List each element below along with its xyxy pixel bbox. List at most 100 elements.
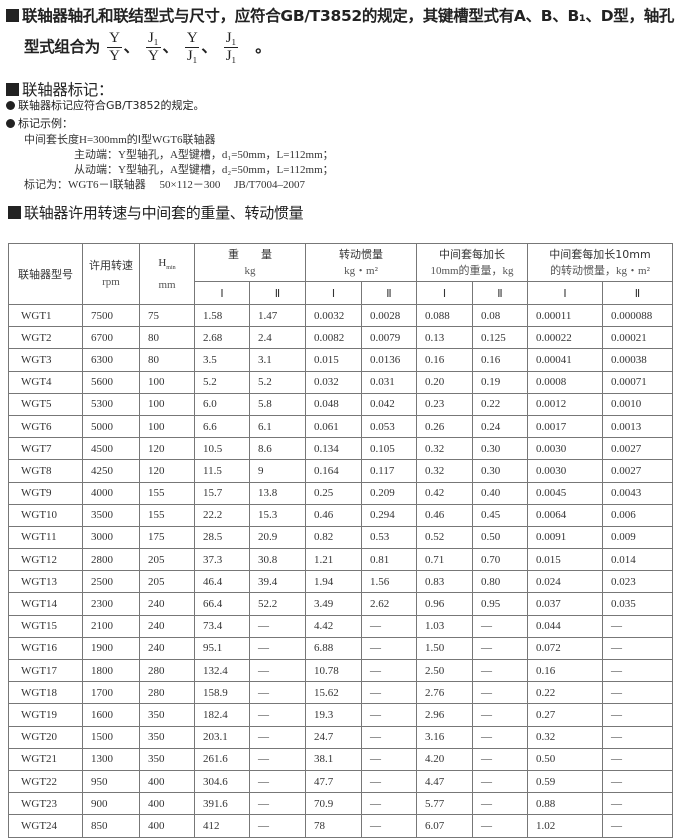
table-row: WGT3 6300 80 3.5 3.1 0.015 0.0136 0.16 0.16 0.000… <box>8 348 673 372</box>
cell-w10-2: — <box>472 658 528 683</box>
cell-inertia-2: 0.209 <box>361 481 417 505</box>
cell-model: WGT16 <box>8 636 83 661</box>
table-row: WGT10 3500 155 22.2 15.3 0.46 0.294 0.46 0.45 0.0… <box>8 503 673 527</box>
cell-w10-2: — <box>472 792 528 816</box>
cell-w10-1: 1.03 <box>416 614 473 638</box>
cell-inertia-1: 3.49 <box>305 592 362 616</box>
cell-inertia-2: 0.0136 <box>361 348 417 372</box>
cell-i10-1: 0.0012 <box>527 392 603 416</box>
cell-w10-1: 0.26 <box>416 414 473 439</box>
cell-hmin: 280 <box>139 681 195 705</box>
cell-weight-2: — <box>249 814 306 838</box>
speed-weight-inertia-table: 联轴器型号 许用转速 rpm Hmin mm 重 量 kg 转动惯量 kg・m² 中间套… <box>8 243 673 838</box>
cell-w10-2: — <box>472 747 528 771</box>
cell-w10-2: 0.80 <box>472 570 528 594</box>
cell-w10-2: 0.08 <box>472 303 528 328</box>
cell-model: WGT22 <box>8 769 83 794</box>
cell-model: WGT1 <box>8 303 83 328</box>
cell-inertia-1: 0.82 <box>305 525 362 550</box>
cell-w10-1: 1.50 <box>416 636 473 661</box>
cell-weight-1: 6.6 <box>194 414 250 439</box>
fraction-numerator: J₁ <box>145 30 161 48</box>
cell-w10-2: 0.95 <box>472 592 528 616</box>
cell-i10-1: 0.88 <box>527 792 603 816</box>
cell-inertia-2: 0.0028 <box>361 303 417 328</box>
cell-w10-1: 0.23 <box>416 392 473 416</box>
cell-inertia-2: — <box>361 636 417 661</box>
cell-speed: 2800 <box>82 548 140 572</box>
cell-w10-2: — <box>472 703 528 727</box>
cell-inertia-2: 0.0079 <box>361 326 417 350</box>
cell-inertia-2: 2.62 <box>361 592 417 616</box>
cell-model: WGT18 <box>8 681 83 705</box>
cell-speed: 850 <box>82 814 140 838</box>
cell-inertia-2: 0.042 <box>361 392 417 416</box>
cell-hmin: 120 <box>139 459 195 483</box>
cell-inertia-1: 0.061 <box>305 414 362 439</box>
cell-speed: 4500 <box>82 437 140 461</box>
cell-w10-1: 6.07 <box>416 814 473 838</box>
table-title: 联轴器许用转速与中间套的重量、转动惯量 <box>8 202 304 223</box>
cell-inertia-1: 24.7 <box>305 725 362 749</box>
cell-speed: 1500 <box>82 725 140 749</box>
cell-w10-2: 0.40 <box>472 481 528 505</box>
cell-i10-1: 0.072 <box>527 636 603 661</box>
cell-model: WGT17 <box>8 658 83 683</box>
cell-inertia-1: 0.134 <box>305 437 362 461</box>
cell-hmin: 240 <box>139 614 195 638</box>
cell-model: WGT7 <box>8 437 83 461</box>
cell-inertia-2: 0.294 <box>361 503 417 527</box>
fraction-numerator: Y <box>184 30 200 48</box>
cell-i10-1: 0.024 <box>527 570 603 594</box>
cell-weight-2: — <box>249 747 306 771</box>
cell-inertia-2: — <box>361 658 417 683</box>
header-type1: Ⅰ <box>305 281 362 305</box>
table-row: WGT24 850 400 412—78—6.07—1.02— <box>8 814 673 838</box>
cell-w10-2: 0.50 <box>472 525 528 550</box>
cell-hmin: 175 <box>139 525 195 550</box>
cell-w10-1: 2.50 <box>416 658 473 683</box>
intro-heading: 联轴器轴孔和联结型式与尺寸，应符合GB/T3852的规定，其键槽型式有A、B、B… <box>6 4 674 26</box>
cell-model: WGT6 <box>8 414 83 439</box>
cell-w10-1: 0.16 <box>416 348 473 372</box>
fraction-denominator: Y <box>147 48 159 64</box>
cell-weight-1: 3.5 <box>194 348 250 372</box>
cell-i10-2: — <box>602 747 673 771</box>
cell-i10-2: 0.00071 <box>602 370 673 394</box>
cell-w10-2: 0.30 <box>472 437 528 461</box>
cell-i10-2: 0.000088 <box>602 303 673 328</box>
cell-hmin: 155 <box>139 503 195 527</box>
cell-model: WGT19 <box>8 703 83 727</box>
cell-inertia-2: — <box>361 747 417 771</box>
cell-weight-2: 13.8 <box>249 481 306 505</box>
cell-hmin: 205 <box>139 548 195 572</box>
cell-w10-1: 2.96 <box>416 703 473 727</box>
cell-weight-2: 52.2 <box>249 592 306 616</box>
cell-weight-2: 5.8 <box>249 392 306 416</box>
cell-w10-2: 0.24 <box>472 414 528 439</box>
weight-unit: kg <box>244 264 256 277</box>
cell-w10-1: 0.13 <box>416 326 473 350</box>
hmin-unit: mm <box>158 279 176 292</box>
cell-weight-2: — <box>249 658 306 683</box>
cell-weight-2: — <box>249 636 306 661</box>
cell-model: WGT5 <box>8 392 83 416</box>
cell-hmin: 240 <box>139 636 195 661</box>
cell-hmin: 80 <box>139 348 195 372</box>
cell-i10-2: — <box>602 681 673 705</box>
cell-weight-1: 73.4 <box>194 614 250 638</box>
w10-unit: 10mm的重量，kg <box>430 264 514 277</box>
cell-speed: 1800 <box>82 658 140 683</box>
cell-model: WGT14 <box>8 592 83 616</box>
table-row: WGT2 6700 80 2.68 2.4 0.0082 0.0079 0.13 0.125 0.… <box>8 326 673 350</box>
cell-weight-1: 6.0 <box>194 392 250 416</box>
table-row: WGT1 7500 75 1.58 1.47 0.0032 0.0028 0.088 0.08 0… <box>8 303 673 328</box>
cell-w10-2: — <box>472 636 528 661</box>
cell-w10-2: — <box>472 681 528 705</box>
cell-hmin: 350 <box>139 725 195 749</box>
intro-line2-prefix: 型式组合为 <box>24 38 101 56</box>
cell-model: WGT8 <box>8 459 83 483</box>
cell-inertia-1: 1.94 <box>305 570 362 594</box>
cell-w10-1: 0.52 <box>416 525 473 550</box>
